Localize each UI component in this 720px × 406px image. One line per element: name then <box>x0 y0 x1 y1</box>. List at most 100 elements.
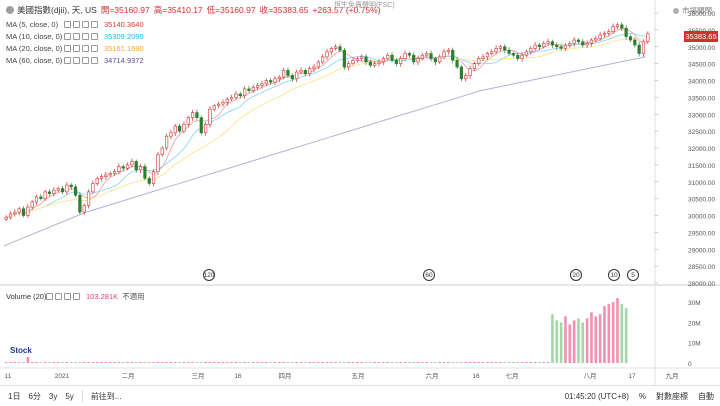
close-icon[interactable] <box>82 32 89 40</box>
eye-icon[interactable] <box>64 20 71 28</box>
close-icon[interactable] <box>82 44 89 52</box>
more-icon[interactable] <box>73 292 80 300</box>
volume-bar <box>221 361 225 363</box>
settings-icon[interactable] <box>73 44 80 52</box>
more-icon[interactable] <box>91 32 98 40</box>
settings-icon[interactable] <box>73 56 80 64</box>
candle-body <box>533 44 537 49</box>
event-marker[interactable]: 20 <box>570 269 582 281</box>
range-1d-button[interactable]: 1日 <box>8 391 21 401</box>
volume-bar <box>421 361 424 363</box>
volume-bar <box>191 361 194 363</box>
candle-body <box>117 166 121 172</box>
disclaimer-watermark[interactable]: 恆生免責聲明(FSC) <box>334 2 395 9</box>
volume-bar <box>321 361 324 363</box>
candle-body <box>498 46 503 49</box>
percent-toggle[interactable]: % <box>638 391 646 401</box>
candle-body <box>394 59 398 64</box>
candle-body <box>151 171 156 184</box>
candle-body <box>377 61 381 64</box>
price-tick-label: 32500.00 <box>688 129 715 136</box>
close-icon[interactable] <box>64 292 71 300</box>
clock-time[interactable]: 01:45:20 (UTC+8) <box>564 391 629 401</box>
eye-icon[interactable] <box>64 56 71 64</box>
volume-bar <box>607 304 611 363</box>
volume-bar <box>35 361 38 363</box>
eye-icon[interactable] <box>64 32 71 40</box>
volume-bar <box>195 361 199 363</box>
volume-bar <box>533 361 537 363</box>
candle-body <box>282 70 286 78</box>
candle-body <box>546 41 550 44</box>
candle-body <box>43 191 47 199</box>
candle-body <box>130 161 134 166</box>
close-icon[interactable] <box>82 56 89 64</box>
goto-date-button[interactable]: 前往到... <box>90 391 122 401</box>
time-tick-label: 五月 <box>352 372 365 380</box>
candle-body <box>273 78 277 83</box>
candle-body <box>269 80 273 83</box>
more-icon[interactable] <box>91 56 98 64</box>
range-6m-button[interactable]: 6分 <box>28 391 41 401</box>
volume-bar <box>74 361 77 363</box>
event-marker[interactable]: 120 <box>203 269 215 281</box>
volume-bar <box>412 361 416 363</box>
candle-body <box>299 70 303 73</box>
close-icon[interactable] <box>82 20 89 28</box>
ma-legend-row[interactable]: MA (20, close, 0) 35161.1690 <box>6 42 144 54</box>
more-icon[interactable] <box>91 20 98 28</box>
price-tick-label: 31500.00 <box>688 163 715 170</box>
ma-line-1 <box>6 32 648 218</box>
eye-icon[interactable] <box>46 292 53 300</box>
settings-icon[interactable] <box>73 32 80 40</box>
candle-body <box>368 61 372 66</box>
symbol-title[interactable]: 美國指數(djii), 天, US <box>17 5 97 15</box>
candle-body <box>160 147 164 156</box>
candle-body <box>529 48 533 53</box>
volume-bar <box>503 361 507 363</box>
event-marker[interactable]: 5 <box>627 269 639 281</box>
candle-body <box>451 49 455 61</box>
bottom-toolbar: 1日 6分 3y 5y 前往到... 01:45:20 (UTC+8) % 對數… <box>0 385 720 406</box>
candle-body <box>199 117 203 134</box>
range-3y-button[interactable]: 3y <box>48 391 58 401</box>
volume-bar <box>481 361 485 363</box>
ma-legend-row[interactable]: MA (10, close, 0) 35309.2090 <box>6 30 144 42</box>
candle-body <box>412 54 416 63</box>
price-tick-label: 34000.00 <box>688 79 715 86</box>
ma-legend-row[interactable]: MA (5, close, 0) 35140.3640 <box>6 18 144 30</box>
volume-bar <box>126 361 129 363</box>
high-value: 高=35410.17 <box>153 5 203 15</box>
candle-body <box>520 54 524 59</box>
volume-bar <box>108 361 112 363</box>
volume-bar <box>169 361 173 363</box>
volume-label: Volume (20) <box>6 291 47 301</box>
event-marker[interactable]: 10 <box>608 269 620 281</box>
time-tick-label: 九月 <box>666 371 679 380</box>
volume-bar <box>460 361 463 363</box>
ma-legend-row[interactable]: MA (60, close, 0) 34714.9372 <box>6 54 144 66</box>
event-marker[interactable]: 60 <box>423 269 435 281</box>
eye-icon[interactable] <box>64 44 71 52</box>
volume-bar <box>546 361 550 363</box>
candle-body <box>438 56 442 63</box>
price-tick-label: 34500.00 <box>688 62 715 69</box>
volume-bar <box>26 356 30 363</box>
auto-scale-toggle[interactable]: 自動 <box>698 391 714 401</box>
candle-body <box>290 75 294 80</box>
symbol-logo-icon <box>6 6 14 14</box>
volume-bar <box>165 361 168 363</box>
volume-bar <box>152 361 155 363</box>
log-scale-toggle[interactable]: 對數座標 <box>656 391 688 401</box>
volume-legend-row[interactable]: Volume (20) 103.281K 不適用 <box>6 290 145 302</box>
settings-icon[interactable] <box>55 292 62 300</box>
range-5y-button[interactable]: 5y <box>65 391 74 401</box>
volume-bar <box>156 361 160 363</box>
more-icon[interactable] <box>91 44 98 52</box>
volume-bar <box>87 361 90 363</box>
time-tick-label: 17 <box>628 373 636 380</box>
settings-icon[interactable] <box>73 20 80 28</box>
candle-body <box>563 44 568 49</box>
